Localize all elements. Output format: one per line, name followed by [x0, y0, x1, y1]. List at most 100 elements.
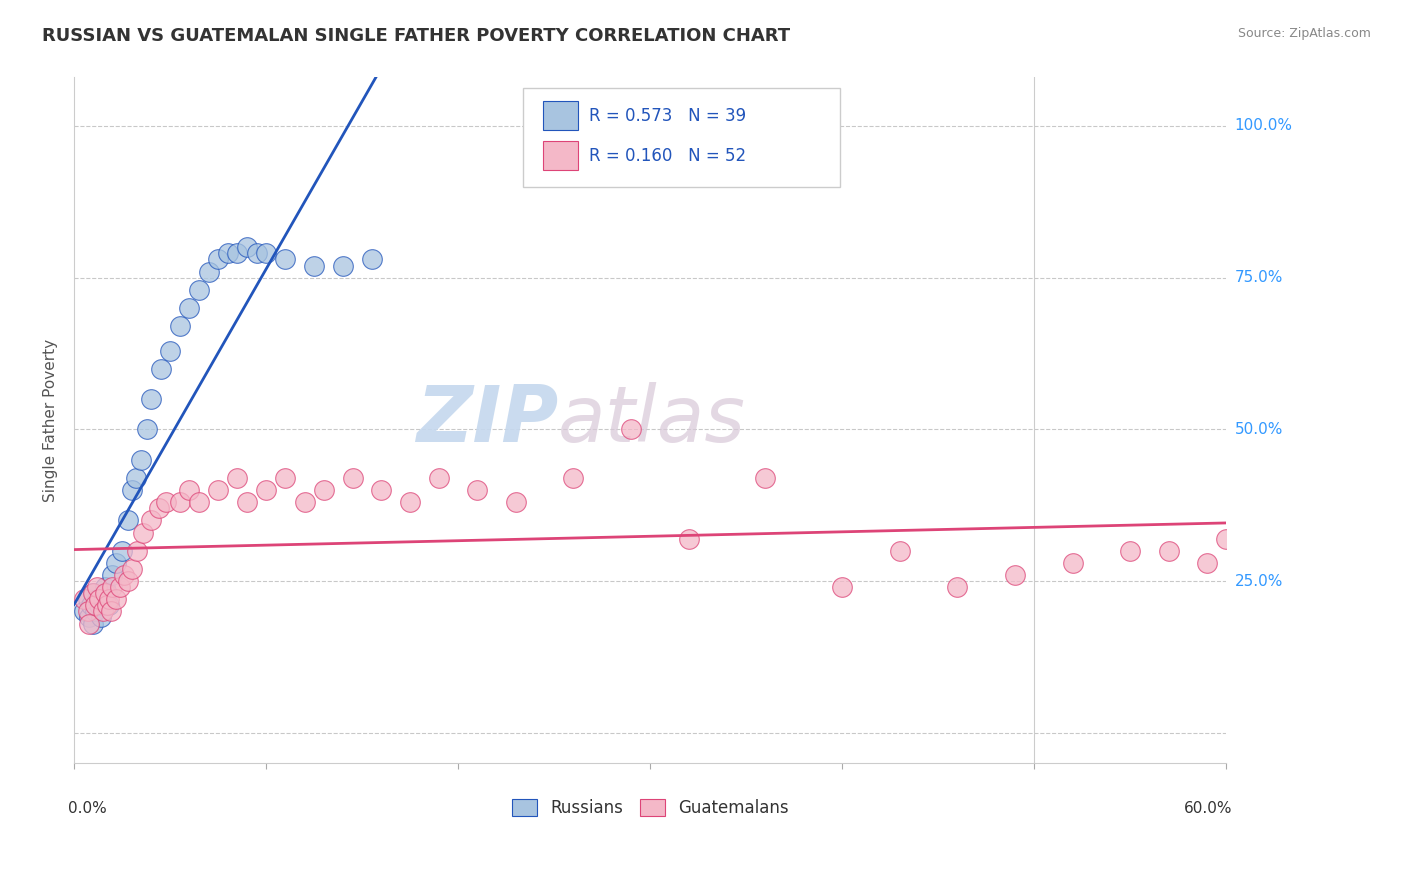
Point: [1062, 556, 1084, 570]
Point: [302, 259, 325, 273]
Bar: [543, 141, 578, 170]
Point: [155, 495, 177, 509]
Point: [87, 592, 110, 607]
Y-axis label: Single Father Poverty: Single Father Poverty: [44, 339, 58, 502]
Point: [91, 604, 114, 618]
Text: 100.0%: 100.0%: [1234, 119, 1292, 134]
Point: [94, 586, 117, 600]
Text: R = 0.160   N = 52: R = 0.160 N = 52: [589, 146, 747, 165]
Point: [274, 471, 297, 485]
FancyBboxPatch shape: [523, 87, 841, 187]
Point: [76, 592, 98, 607]
Point: [105, 592, 128, 607]
Point: [294, 495, 316, 509]
Point: [139, 392, 162, 406]
Point: [90, 610, 112, 624]
Point: [121, 483, 143, 497]
Point: [84, 599, 107, 613]
Point: [82, 586, 104, 600]
Text: R = 0.573   N = 39: R = 0.573 N = 39: [589, 107, 747, 125]
Point: [97, 592, 120, 607]
Point: [82, 616, 104, 631]
Point: [505, 495, 527, 509]
Point: [94, 580, 117, 594]
Point: [169, 319, 191, 334]
Point: [86, 580, 108, 594]
Point: [236, 495, 259, 509]
Point: [467, 483, 489, 497]
Point: [360, 252, 382, 267]
Point: [370, 483, 392, 497]
Point: [226, 471, 249, 485]
Point: [159, 343, 181, 358]
Point: [179, 301, 201, 315]
Point: [96, 599, 118, 613]
Point: [342, 471, 364, 485]
Point: [73, 592, 96, 607]
Point: [179, 483, 201, 497]
Point: [117, 513, 139, 527]
Point: [207, 483, 229, 497]
Text: RUSSIAN VS GUATEMALAN SINGLE FATHER POVERTY CORRELATION CHART: RUSSIAN VS GUATEMALAN SINGLE FATHER POVE…: [42, 27, 790, 45]
Point: [562, 471, 585, 485]
Text: 50.0%: 50.0%: [1234, 422, 1282, 437]
Point: [101, 568, 124, 582]
Point: [139, 513, 162, 527]
Point: [124, 471, 146, 485]
Point: [946, 580, 969, 594]
Point: [127, 543, 149, 558]
Point: [149, 361, 172, 376]
Point: [111, 543, 134, 558]
Point: [112, 568, 135, 582]
Point: [100, 604, 122, 618]
Point: [754, 471, 776, 485]
Point: [1157, 543, 1180, 558]
Point: [91, 592, 114, 607]
Point: [76, 604, 98, 618]
Point: [82, 586, 104, 600]
Point: [129, 452, 152, 467]
Text: Source: ZipAtlas.com: Source: ZipAtlas.com: [1237, 27, 1371, 40]
Point: [1195, 556, 1218, 570]
Point: [207, 252, 229, 267]
Point: [399, 495, 422, 509]
Text: ZIP: ZIP: [416, 383, 558, 458]
Point: [187, 495, 209, 509]
Point: [1215, 532, 1237, 546]
Point: [97, 599, 120, 613]
Point: [427, 471, 450, 485]
Point: [73, 604, 96, 618]
Point: [79, 616, 101, 631]
Point: [117, 574, 139, 588]
Point: [245, 246, 267, 260]
Point: [80, 599, 103, 613]
Point: [620, 422, 643, 436]
Point: [254, 246, 277, 260]
Point: [678, 532, 700, 546]
Point: [274, 252, 297, 267]
Point: [1004, 568, 1026, 582]
Bar: [543, 102, 578, 130]
Point: [831, 580, 853, 594]
Point: [312, 483, 335, 497]
Point: [86, 592, 108, 607]
Point: [108, 580, 131, 594]
Text: 75.0%: 75.0%: [1234, 270, 1282, 285]
Point: [84, 604, 107, 618]
Point: [217, 246, 239, 260]
Point: [169, 495, 191, 509]
Point: [197, 265, 219, 279]
Text: 60.0%: 60.0%: [1184, 801, 1232, 816]
Point: [105, 556, 128, 570]
Point: [889, 543, 911, 558]
Point: [121, 562, 143, 576]
Point: [79, 610, 101, 624]
Point: [187, 283, 209, 297]
Point: [101, 580, 124, 594]
Point: [1119, 543, 1142, 558]
Point: [332, 259, 354, 273]
Point: [87, 599, 110, 613]
Point: [226, 246, 249, 260]
Text: atlas: atlas: [558, 383, 745, 458]
Legend: Russians, Guatemalans: Russians, Guatemalans: [505, 792, 796, 823]
